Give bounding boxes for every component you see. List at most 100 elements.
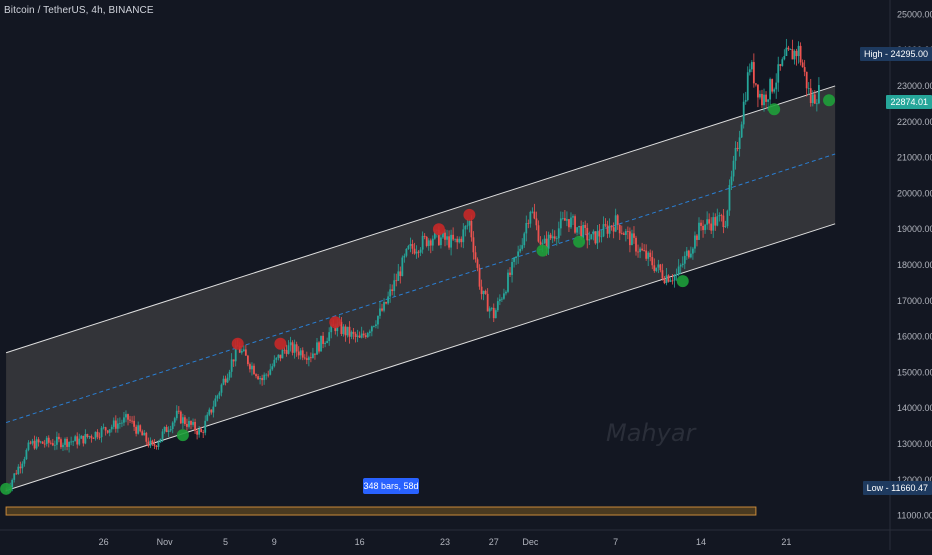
candle-body [104,427,107,431]
candle-body [572,216,574,218]
candle-body [696,235,698,240]
candle-body [157,442,160,447]
candle-body [281,349,284,359]
candle-body [163,426,166,432]
candle-body [27,442,30,450]
candle-body [539,241,542,245]
candle-body [90,436,93,439]
candle-body [350,331,353,337]
candle-body [513,257,515,262]
candle-body [454,238,457,240]
candle-body [415,251,418,254]
candle-body [344,326,347,336]
candle-body [141,431,144,436]
candle-body [478,267,481,287]
date-range-measure-label[interactable]: 348 bars, 58d [363,478,419,494]
candle-body [58,436,60,440]
candle-body [649,252,652,258]
candle-body [486,293,489,312]
candle-body [98,436,101,438]
candle-body [411,244,414,249]
y-tick-label: 11000.00 [897,511,932,521]
candle-body [519,248,522,252]
candle-body [208,409,211,415]
candle-body [147,441,150,446]
y-tick-label: 16000.00 [897,332,932,342]
candle-body [624,231,627,235]
candle-body [175,410,178,419]
candle-body [787,47,790,50]
candle-body [287,345,290,354]
candle-body [616,215,619,225]
candle-body [405,248,408,256]
candle-body [425,236,428,246]
candle-body [17,466,20,474]
candle-body [456,238,459,243]
candle-body [559,218,562,229]
candle-body [200,429,203,433]
candle-body [137,425,140,434]
candle-body [263,374,266,381]
candle-body [746,72,749,101]
candle-body [421,235,424,250]
candle-body [409,244,412,246]
candle-body [334,325,337,332]
candle-body [663,278,666,284]
candle-body [403,255,406,258]
candle-body [795,50,798,57]
candle-body [817,85,820,104]
candle-body [364,335,367,338]
candle-body [740,124,743,138]
candle-body [704,224,706,231]
candle-body [427,240,430,246]
channel-lower-line [5,223,836,492]
candle-body [356,335,359,337]
candle-body [312,353,314,358]
candle-body [763,94,765,106]
candle-body [537,225,540,242]
candle-body [647,252,650,259]
candle-body [53,444,56,446]
candle-body [393,280,396,292]
candle-body [362,333,365,336]
red-touch-marker [463,208,476,221]
candle-body [232,359,235,362]
candle-body [131,420,133,422]
candle-body [689,253,692,258]
candle-body [125,414,127,418]
candle-body [68,441,70,447]
candle-body [19,466,22,469]
candle-body [379,308,381,316]
candle-body [438,229,440,246]
candle-body [736,147,739,149]
candle-body [194,421,196,431]
red-touch-marker [432,223,445,236]
x-tick-label: 14 [696,537,706,547]
measure-range-bar [5,506,757,516]
candle-body [775,82,778,90]
candle-body [80,435,83,439]
last-price-label: 22874.01 [886,95,932,109]
candle-body [228,371,231,378]
candle-body [285,350,288,354]
candle-body [716,216,719,226]
candle-body [94,431,97,439]
candle-body [492,307,495,319]
candle-body [635,237,637,252]
candle-body [342,326,345,334]
candle-body [557,228,560,239]
candle-body [324,343,327,344]
candle-body [21,463,24,469]
candle-body [196,430,199,435]
candle-body [167,430,170,433]
candle-body [568,219,570,228]
candle-body [527,222,530,224]
candle-body [279,354,282,359]
candle-body [588,239,591,241]
candle-body [216,395,219,399]
candle-body [661,270,664,279]
candle-body [592,231,595,235]
candle-body [366,333,369,338]
